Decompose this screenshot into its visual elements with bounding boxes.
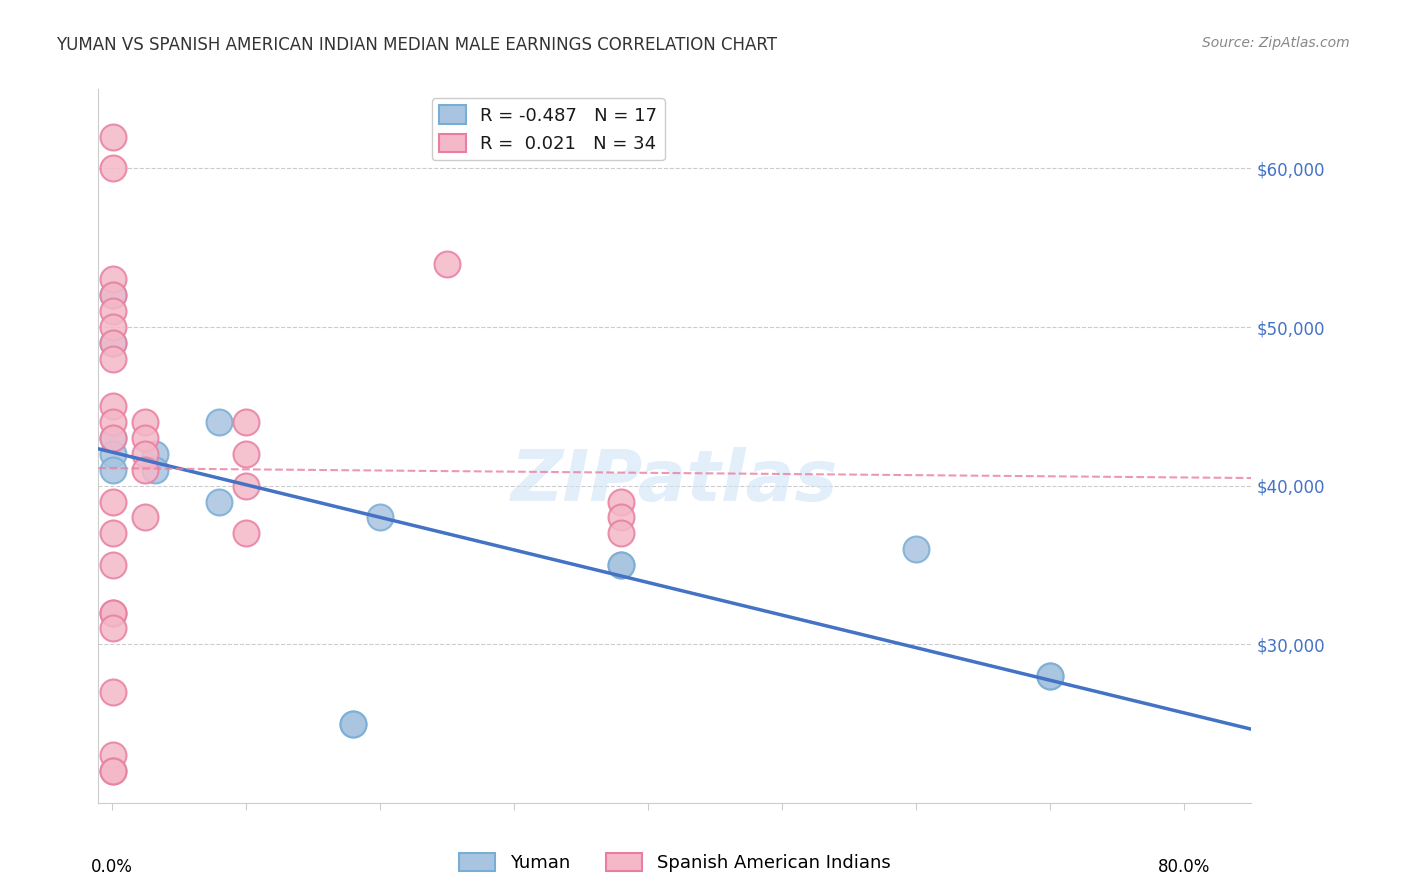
Point [101, 304, 124, 318]
Text: 80.0%: 80.0% [1159, 858, 1211, 876]
Point [101, 748, 124, 763]
Point [342, 716, 364, 731]
Point [610, 526, 633, 541]
Point [134, 415, 156, 429]
Point [143, 447, 166, 461]
Point [101, 494, 124, 508]
Point [235, 478, 257, 492]
Point [101, 288, 124, 302]
Point [134, 510, 156, 524]
Point [101, 606, 124, 620]
Point [101, 526, 124, 541]
Point [134, 447, 156, 461]
Point [101, 415, 124, 429]
Point [436, 257, 458, 271]
Point [101, 558, 124, 572]
Point [1039, 669, 1062, 683]
Legend: Yuman, Spanish American Indians: Yuman, Spanish American Indians [453, 846, 897, 880]
Point [101, 431, 124, 445]
Point [101, 447, 124, 461]
Point [208, 415, 231, 429]
Point [101, 463, 124, 477]
Point [101, 129, 124, 144]
Point [610, 558, 633, 572]
Point [101, 335, 124, 350]
Text: 0.0%: 0.0% [91, 858, 132, 876]
Point [134, 463, 156, 477]
Point [101, 272, 124, 286]
Point [235, 526, 257, 541]
Point [368, 510, 391, 524]
Point [101, 320, 124, 334]
Point [101, 161, 124, 176]
Text: ZIPatlas: ZIPatlas [512, 447, 838, 516]
Point [905, 542, 928, 557]
Point [143, 463, 166, 477]
Point [101, 400, 124, 414]
Point [610, 494, 633, 508]
Point [235, 415, 257, 429]
Point [1039, 669, 1062, 683]
Point [101, 606, 124, 620]
Text: YUMAN VS SPANISH AMERICAN INDIAN MEDIAN MALE EARNINGS CORRELATION CHART: YUMAN VS SPANISH AMERICAN INDIAN MEDIAN … [56, 36, 778, 54]
Point [101, 351, 124, 366]
Point [610, 558, 633, 572]
Point [101, 621, 124, 635]
Point [101, 335, 124, 350]
Point [610, 510, 633, 524]
Point [101, 685, 124, 699]
Point [101, 764, 124, 778]
Point [235, 447, 257, 461]
Point [101, 288, 124, 302]
Point [342, 716, 364, 731]
Text: Source: ZipAtlas.com: Source: ZipAtlas.com [1202, 36, 1350, 50]
Point [208, 494, 231, 508]
Point [101, 764, 124, 778]
Point [134, 431, 156, 445]
Point [101, 431, 124, 445]
